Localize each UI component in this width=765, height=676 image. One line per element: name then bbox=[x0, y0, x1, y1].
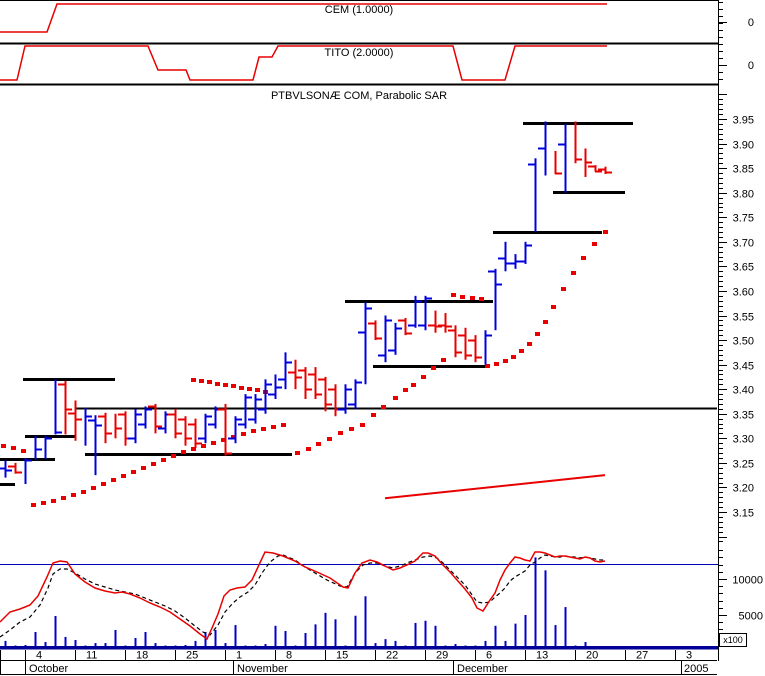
svg-text:3.45: 3.45 bbox=[733, 361, 754, 373]
month-label: December bbox=[457, 663, 508, 675]
svg-text:3.15: 3.15 bbox=[733, 508, 754, 520]
svg-text:0: 0 bbox=[748, 17, 754, 29]
svg-text:0: 0 bbox=[748, 60, 754, 72]
tito-indicator-line bbox=[0, 45, 607, 81]
svg-text:3.55: 3.55 bbox=[733, 312, 754, 324]
week-tick-label: 13 bbox=[536, 650, 548, 662]
svg-text:3.85: 3.85 bbox=[733, 164, 754, 176]
svg-text:3.90: 3.90 bbox=[733, 140, 754, 152]
svg-text:5000: 5000 bbox=[739, 611, 763, 623]
svg-text:10000: 10000 bbox=[732, 575, 763, 587]
svg-text:3.20: 3.20 bbox=[733, 483, 754, 495]
parabolic-sar-dots bbox=[1, 230, 608, 507]
trendline bbox=[384, 474, 606, 500]
week-tick-label: 3 bbox=[686, 650, 692, 662]
volume-panel bbox=[0, 557, 718, 650]
svg-text:3.50: 3.50 bbox=[733, 336, 754, 348]
week-tick-label: 27 bbox=[636, 650, 648, 662]
svg-text:3.70: 3.70 bbox=[733, 238, 754, 250]
week-tick-label: 11 bbox=[86, 650, 97, 662]
week-tick-label: 22 bbox=[386, 650, 398, 662]
cem-indicator-line bbox=[0, 3, 607, 33]
month-label: November bbox=[237, 663, 288, 675]
right-axis: 0 0 3.95 3.90 3.85 3.80 3.75 3.70 3.65 3.60 3.55 3.… bbox=[718, 0, 763, 661]
svg-text:3.25: 3.25 bbox=[733, 459, 754, 471]
month-label: 2005 bbox=[684, 663, 708, 675]
svg-text:3.65: 3.65 bbox=[733, 262, 754, 274]
week-tick-label: 8 bbox=[286, 650, 292, 662]
svg-text:3.40: 3.40 bbox=[733, 385, 754, 397]
month-label: October bbox=[29, 663, 68, 675]
panel-borders bbox=[0, 0, 718, 86]
week-tick-label: 1 bbox=[236, 650, 242, 662]
svg-text:3.30: 3.30 bbox=[733, 434, 754, 446]
svg-text:3.95: 3.95 bbox=[733, 115, 754, 127]
week-tick-label: 4 bbox=[36, 650, 42, 662]
week-tick-label: 18 bbox=[136, 650, 148, 662]
svg-text:3.35: 3.35 bbox=[733, 410, 754, 422]
week-tick-label: 25 bbox=[186, 650, 198, 662]
svg-text:3.60: 3.60 bbox=[733, 287, 754, 299]
week-tick-label: 29 bbox=[436, 650, 448, 662]
week-tick-label: 20 bbox=[586, 650, 598, 662]
week-tick-label: 6 bbox=[486, 650, 492, 662]
svg-text:3.80: 3.80 bbox=[733, 189, 754, 201]
week-tick-label: 15 bbox=[336, 650, 348, 662]
volume-indicator-lines bbox=[0, 551, 606, 641]
svg-text:3.75: 3.75 bbox=[733, 213, 754, 225]
price-bars bbox=[0, 121, 612, 484]
